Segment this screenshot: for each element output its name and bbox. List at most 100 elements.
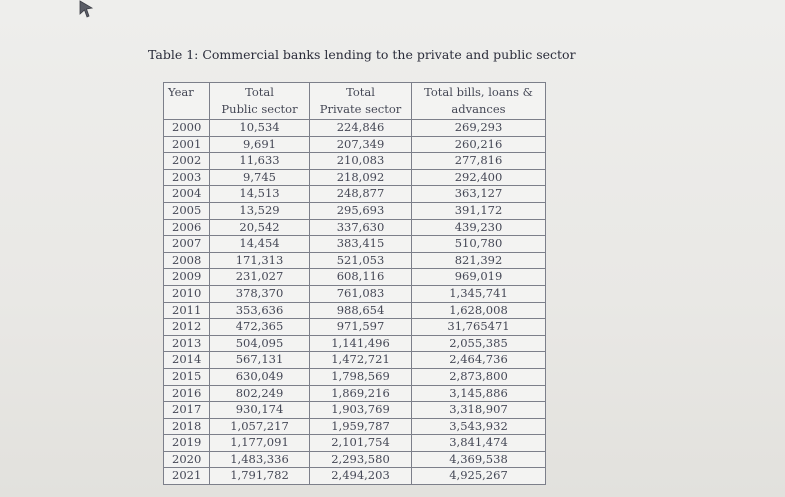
header-private-line1: Total: [346, 85, 375, 99]
cell-private-sector: 761,083: [309, 284, 412, 303]
cell-public-sector: 14,454: [209, 235, 310, 253]
cell-public-sector: 1,483,336: [209, 450, 310, 469]
header-total-line1: Total bills, loans &: [424, 85, 533, 99]
cell-total: 4,925,267: [411, 467, 546, 486]
cell-public-sector: 13,529: [209, 201, 310, 220]
cell-public-sector: 630,049: [209, 367, 310, 386]
table-row: 2021 1,791,782 2,494,203 4,925,267: [163, 467, 546, 486]
cell-year: 2008: [163, 251, 210, 270]
cell-public-sector: 1,791,782: [209, 467, 310, 486]
table-row: 2016 802,249 1,869,216 3,145,886: [163, 384, 546, 403]
table-row: 2019 1,177,091 2,101,754 3,841,474: [163, 434, 546, 452]
table-row: 2010 378,370 761,083 1,345,741: [163, 284, 546, 303]
cell-public-sector: 20,542: [209, 218, 310, 237]
cell-public-sector: 14,513: [209, 185, 310, 203]
cell-year: 2007: [163, 235, 210, 253]
table-row: 2014 567,131 1,472,721 2,464,736: [163, 351, 546, 369]
cell-year: 2006: [163, 218, 210, 237]
header-public-line2: Public sector: [221, 102, 298, 116]
cell-private-sector: 218,092: [309, 168, 412, 187]
cell-private-sector: 337,630: [309, 218, 412, 237]
cell-public-sector: 1,057,217: [209, 417, 310, 436]
cell-private-sector: 295,693: [309, 201, 412, 220]
cell-public-sector: 472,365: [209, 318, 310, 336]
header-total-line2: advances: [451, 102, 506, 116]
cell-public-sector: 567,131: [209, 351, 310, 369]
table-row: 2012 472,365 971,597 31,765471: [163, 318, 546, 336]
table-row: 2011 353,636 988,654 1,628,008: [163, 301, 546, 320]
table-row: 2000 10,534 224,846 269,293: [163, 119, 546, 137]
cell-total: 3,145,886: [411, 384, 546, 403]
table-row: 2013 504,095 1,141,496 2,055,385: [163, 334, 546, 353]
cell-private-sector: 1,869,216: [309, 384, 412, 403]
cell-total: 277,816: [411, 152, 546, 170]
cell-private-sector: 207,349: [309, 135, 412, 154]
table-row: 2007 14,454 383,415 510,780: [163, 235, 546, 253]
cell-public-sector: 1,177,091: [209, 434, 310, 452]
cell-year: 2017: [163, 401, 210, 419]
cell-total: 2,873,800: [411, 367, 546, 386]
cell-public-sector: 930,174: [209, 401, 310, 419]
cell-private-sector: 988,654: [309, 301, 412, 320]
cell-year: 2014: [163, 351, 210, 369]
cell-total: 292,400: [411, 168, 546, 187]
cell-year: 2011: [163, 301, 210, 320]
cell-year: 2020: [163, 450, 210, 469]
cell-private-sector: 971,597: [309, 318, 412, 336]
cell-total: 391,172: [411, 201, 546, 220]
cell-year: 2016: [163, 384, 210, 403]
cell-public-sector: 10,534: [209, 119, 310, 137]
table-row: 2015 630,049 1,798,569 2,873,800: [163, 367, 546, 386]
cell-year: 2000: [163, 119, 210, 137]
cell-public-sector: 378,370: [209, 284, 310, 303]
cell-private-sector: 1,903,769: [309, 401, 412, 419]
table-header: Year Total Public sector Total Private s…: [163, 82, 546, 120]
header-public-line1: Total: [245, 85, 274, 99]
cell-total: 269,293: [411, 119, 546, 137]
cell-private-sector: 1,798,569: [309, 367, 412, 386]
table-row: 2001 9,691 207,349 260,216: [163, 135, 546, 154]
table-row: 2009 231,027 608,116 969,019: [163, 268, 546, 286]
cell-total: 3,543,932: [411, 417, 546, 436]
cell-public-sector: 231,027: [209, 268, 310, 286]
cell-year: 2019: [163, 434, 210, 452]
cell-public-sector: 9,691: [209, 135, 310, 154]
cell-private-sector: 1,472,721: [309, 351, 412, 369]
cell-total: 363,127: [411, 185, 546, 203]
cell-total: 31,765471: [411, 318, 546, 336]
cell-private-sector: 2,293,580: [309, 450, 412, 469]
cell-private-sector: 383,415: [309, 235, 412, 253]
cell-public-sector: 171,313: [209, 251, 310, 270]
cell-year: 2018: [163, 417, 210, 436]
cell-private-sector: 210,083: [309, 152, 412, 170]
cell-private-sector: 521,053: [309, 251, 412, 270]
cell-total: 2,055,385: [411, 334, 546, 353]
table-row: 2018 1,057,217 1,959,787 3,543,932: [163, 417, 546, 436]
table-row: 2006 20,542 337,630 439,230: [163, 218, 546, 237]
cell-private-sector: 248,877: [309, 185, 412, 203]
cell-private-sector: 224,846: [309, 119, 412, 137]
table-row: 2002 11,633 210,083 277,816: [163, 152, 546, 170]
header-row: Year Total Public sector Total Private s…: [163, 82, 546, 120]
table-row: 2004 14,513 248,877 363,127: [163, 185, 546, 203]
cell-year: 2013: [163, 334, 210, 353]
cell-total: 969,019: [411, 268, 546, 286]
table-row: 2020 1,483,336 2,293,580 4,369,538: [163, 450, 546, 469]
cell-private-sector: 2,494,203: [309, 467, 412, 486]
cell-private-sector: 608,116: [309, 268, 412, 286]
cell-year: 2021: [163, 467, 210, 486]
cell-total: 821,392: [411, 251, 546, 270]
cell-total: 3,318,907: [411, 401, 546, 419]
header-private-sector: Total Private sector: [309, 82, 412, 120]
cell-public-sector: 353,636: [209, 301, 310, 320]
cell-year: 2009: [163, 268, 210, 286]
cell-total: 1,628,008: [411, 301, 546, 320]
table-body: 2000 10,534 224,846 269,293 2001 9,691 207,349…: [163, 119, 546, 486]
cell-year: 2005: [163, 201, 210, 220]
cell-year: 2015: [163, 367, 210, 386]
cell-private-sector: 1,141,496: [309, 334, 412, 353]
cell-year: 2003: [163, 168, 210, 187]
cell-total: 260,216: [411, 135, 546, 154]
cell-total: 510,780: [411, 235, 546, 253]
cell-year: 2001: [163, 135, 210, 154]
